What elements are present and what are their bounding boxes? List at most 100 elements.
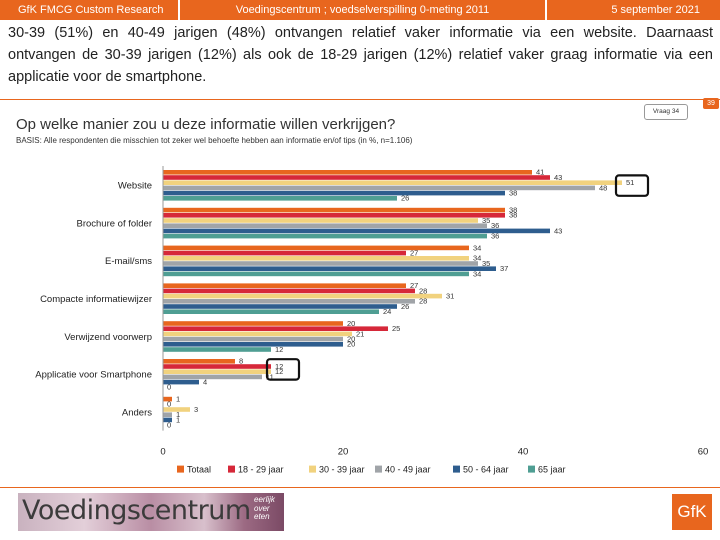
legend-swatch	[528, 465, 535, 473]
basis-text: BASIS: Alle respondenten die misschien t…	[16, 136, 413, 145]
x-tick-label: 0	[160, 447, 165, 458]
bar	[163, 175, 550, 180]
x-tick-label: 20	[338, 447, 349, 458]
data-label: 36	[491, 232, 499, 241]
category-label: E-mail/sms	[105, 256, 152, 267]
logo-tagline-line: eerlijk	[254, 495, 275, 504]
category-label: Verwijzend voorwerp	[64, 332, 152, 343]
data-label: 21	[356, 329, 364, 338]
bar	[163, 261, 478, 266]
headline-divider	[0, 99, 720, 100]
data-label: 34	[473, 254, 481, 263]
data-label: 43	[554, 226, 562, 235]
bar	[163, 233, 487, 239]
footer-divider	[0, 487, 720, 488]
data-label: 37	[500, 264, 508, 273]
logo-tagline: eerlijk over eten	[254, 495, 282, 522]
legend-swatch	[228, 465, 235, 473]
data-label: 20	[347, 340, 355, 349]
x-tick-label: 40	[518, 447, 529, 458]
bar	[163, 364, 271, 369]
legend-label: 30 - 39 jaar	[319, 465, 365, 475]
data-label: 31	[446, 292, 454, 301]
data-label: 0	[167, 383, 171, 392]
header-date: 5 september 2021	[547, 0, 720, 20]
bar	[163, 321, 343, 326]
bar	[163, 331, 352, 337]
question-text: Op welke manier zou u deze informatie wi…	[16, 116, 396, 133]
data-label: 1	[176, 410, 180, 419]
legend-label: 18 - 29 jaar	[238, 465, 284, 475]
legend-label: 40 - 49 jaar	[385, 465, 431, 475]
category-label: Anders	[122, 407, 152, 418]
logo-tagline-line: over	[254, 503, 270, 513]
data-label: 3	[194, 405, 198, 414]
bar	[163, 396, 172, 402]
data-label: 27	[410, 249, 418, 258]
bar	[163, 369, 271, 374]
data-label: 48	[599, 183, 607, 192]
bar	[163, 417, 172, 423]
data-label: 1	[176, 395, 180, 404]
data-label: 28	[419, 286, 427, 295]
data-label: 35	[482, 259, 490, 268]
data-label: 35	[482, 216, 490, 225]
bar	[163, 218, 478, 223]
legend-swatch	[375, 465, 382, 473]
legend-swatch	[453, 465, 460, 473]
data-label: 27	[410, 281, 418, 290]
data-label: 12	[275, 362, 283, 371]
data-label: 26	[401, 302, 409, 311]
bar	[163, 359, 235, 364]
bar	[163, 228, 550, 234]
bar	[163, 347, 271, 352]
x-tick-label: 60	[698, 447, 709, 458]
category-label: Applicatie voor Smartphone	[35, 370, 152, 381]
bar	[163, 196, 397, 201]
bar	[163, 190, 505, 196]
data-label: 38	[509, 211, 517, 220]
legend-swatch	[177, 465, 184, 473]
data-label: 24	[383, 307, 391, 316]
bar	[163, 288, 415, 294]
bar	[163, 293, 442, 299]
bar	[163, 336, 343, 342]
data-label: 36	[491, 221, 499, 230]
bar	[163, 304, 397, 309]
data-label: 1	[176, 415, 180, 424]
bar	[163, 283, 406, 288]
logo-text: Voedingscentrum	[22, 495, 251, 526]
bar	[163, 407, 190, 412]
bar	[163, 271, 469, 277]
data-label: 26	[401, 194, 409, 203]
header-company: GfK FMCG Custom Research	[0, 0, 178, 20]
bar	[163, 374, 262, 380]
legend-swatch	[309, 465, 316, 473]
gfk-logo: GfK	[672, 494, 712, 530]
data-label: 34	[473, 269, 481, 278]
bar	[163, 309, 379, 314]
data-label: 41	[536, 168, 544, 177]
data-label: 20	[347, 335, 355, 344]
bar	[163, 245, 469, 251]
data-label: 12	[275, 345, 283, 354]
bar	[163, 180, 622, 185]
bar	[163, 213, 505, 218]
data-label: 0	[167, 400, 171, 409]
highlight-box	[614, 174, 650, 197]
data-label: 11	[266, 372, 274, 381]
data-label: 8	[239, 357, 243, 366]
bar	[163, 412, 172, 417]
slide-headline: 30-39 (51%) en 40-49 jarigen (48%) ontva…	[8, 25, 713, 85]
bar	[163, 342, 343, 347]
voedingscentrum-logo: Voedingscentrum eerlijk over eten	[18, 493, 284, 531]
legend-label: 65 jaar	[538, 465, 566, 475]
category-label: Brochure of folder	[76, 218, 152, 229]
page-number: 39	[703, 98, 719, 109]
legend-label: 50 - 64 jaar	[463, 465, 509, 475]
data-label: 0	[167, 421, 171, 430]
bar	[163, 326, 388, 331]
category-label: Compacte informatiewijzer	[40, 294, 152, 305]
bar	[163, 379, 199, 385]
